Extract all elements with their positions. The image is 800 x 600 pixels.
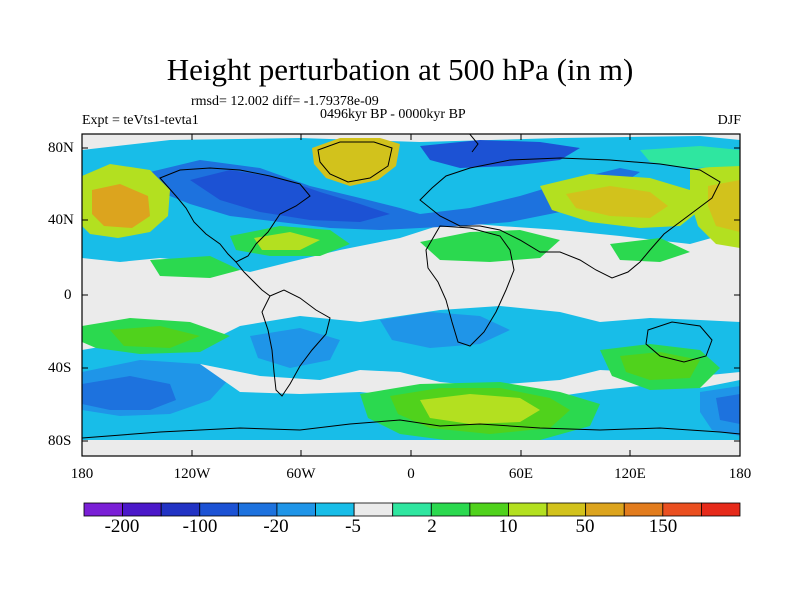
x-tick-label-60w: 60W: [286, 466, 316, 482]
x-tick-label-0: 0: [407, 466, 415, 482]
y-tick-label-80n: 80N: [48, 140, 74, 156]
pacific-orange: [92, 184, 150, 228]
antarctic-yellowgreen: [420, 394, 540, 424]
colorbar-swatch: [585, 502, 625, 517]
y-tick-label-80s: 80S: [48, 433, 72, 449]
x-tick-label-180-west: 180: [70, 466, 94, 482]
experiment-label: Expt = teVts1-tevta1: [82, 113, 199, 128]
subtropical-green-pacific: [150, 256, 240, 278]
nh-deepblue-core: [190, 170, 390, 222]
coast-eurasia: [419, 157, 721, 279]
colorbar-swatch: [83, 502, 123, 517]
coastlines: [82, 134, 740, 439]
colorbar-swatch: [276, 502, 316, 517]
sh-lime-indian: [620, 352, 700, 380]
x-tick-label-180-east: 180: [728, 466, 752, 482]
antarctic-band: [82, 424, 420, 440]
colorbar-swatch: [623, 502, 664, 517]
map-title: Height perturbation at 500 hPa (in m): [166, 52, 634, 87]
y-tick-label-40n: 40N: [48, 212, 74, 228]
colorbar-swatch: [160, 502, 201, 517]
coast-greenland-south: [469, 134, 479, 153]
north-cyan-patch: [640, 146, 740, 168]
colorbar-swatch: [546, 502, 587, 517]
greenland-gold: [312, 138, 400, 186]
coast-australia: [645, 321, 713, 363]
colorbar-label: -200: [104, 516, 140, 537]
colorbar-swatch: [315, 502, 355, 517]
colorbar-swatch: [508, 502, 548, 517]
bottom-neutral-strip: [82, 440, 740, 456]
colorbar-label: 10: [498, 516, 518, 537]
colorbar-label: -5: [345, 516, 361, 537]
colorbar-swatch: [701, 502, 741, 517]
colorbar-label: -20: [263, 516, 289, 537]
season-label: DJF: [717, 113, 741, 128]
sh-lime-pacific: [110, 326, 200, 348]
colorbar-label: -100: [182, 516, 218, 537]
east-pacific-gold: [708, 180, 740, 232]
stats-subtitle: rmsd= 12.002 diff= -1.79378e-09: [191, 94, 379, 109]
colorbar-swatch: [199, 502, 239, 517]
subtropical-lime-us: [254, 232, 320, 250]
coast-south-america: [261, 289, 331, 397]
colorbar-label: 150: [648, 516, 678, 537]
x-tick-label-60e: 60E: [508, 466, 534, 482]
coast-central-america: [235, 261, 271, 297]
sh-blue-west: [82, 376, 176, 410]
y-tick-label-0: 0: [64, 287, 72, 303]
colorbar-label: 2: [427, 516, 437, 537]
colorbar-swatch: [430, 502, 471, 517]
asia-gold: [566, 186, 668, 218]
colorbar-swatch: [122, 502, 162, 517]
colorbar-swatch: [392, 502, 432, 517]
coast-greenland: [317, 141, 393, 183]
y-tick-marks: [82, 147, 740, 442]
north-atlantic-deepblue: [420, 140, 580, 168]
sh-neutral-belt: [200, 364, 740, 400]
x-tick-marks: [81, 134, 741, 456]
colorbar: [83, 502, 741, 517]
coast-africa: [425, 225, 515, 347]
colorbar-swatch: [469, 502, 509, 517]
period-subtitle: 0496kyr BP - 0000kyr BP: [320, 107, 466, 122]
contour-field: [82, 134, 740, 456]
x-tick-label-120e: 120E: [614, 466, 646, 482]
subtropical-green-africa: [420, 230, 560, 262]
y-tick-label-40s: 40S: [48, 360, 72, 376]
colorbar-swatch: [662, 502, 702, 517]
sh-blue-east: [716, 394, 740, 424]
coast-antarctica: [82, 419, 740, 439]
colorbar-swatch: [237, 502, 278, 517]
x-tick-label-120w: 120W: [173, 466, 211, 482]
colorbar-swatch: [353, 502, 394, 517]
coast-north-america: [159, 167, 311, 263]
colorbar-label: 50: [575, 516, 595, 537]
